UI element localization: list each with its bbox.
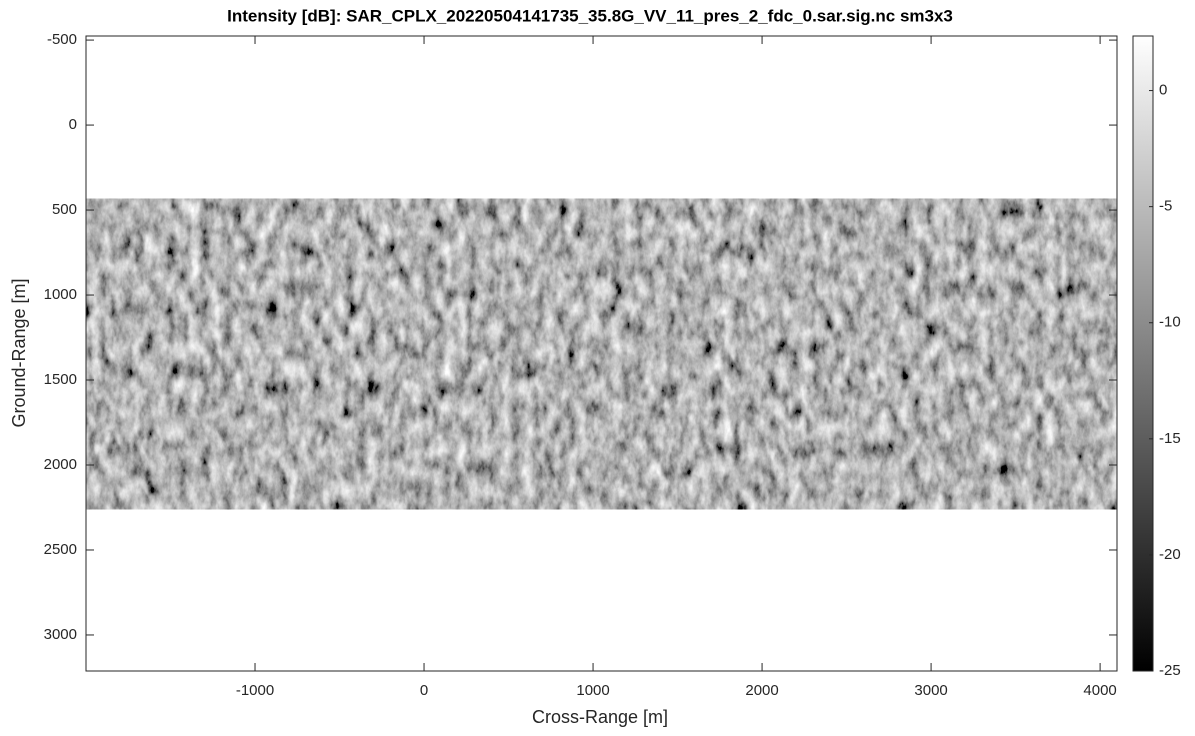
y-tick-label: -500: [47, 31, 77, 48]
axes-box: [85, 35, 1118, 672]
colorbar-tick-label: -25: [1159, 662, 1181, 679]
x-tick-label: 3000: [914, 682, 947, 699]
colorbar-tick-label: -5: [1159, 198, 1172, 215]
x-tick-label: 2000: [745, 682, 778, 699]
y-tick-label: 2000: [44, 456, 77, 473]
colorbar-tick-label: -20: [1159, 546, 1181, 563]
x-tick-label: 0: [420, 682, 428, 699]
colorbar-tick-label: 0: [1159, 82, 1167, 99]
colorbar: [1132, 35, 1154, 672]
y-axis-label: Ground-Range [m]: [9, 278, 29, 427]
y-tick-label: 1500: [44, 371, 77, 388]
y-tick-label: 3000: [44, 626, 77, 643]
colorbar-tick-label: -15: [1159, 430, 1181, 447]
chart-title: Intensity [dB]: SAR_CPLX_20220504141735_…: [227, 6, 953, 25]
x-tick-label: -1000: [236, 682, 274, 699]
x-axis-label: Cross-Range [m]: [532, 707, 668, 727]
sar-image: [86, 198, 1117, 510]
x-tick-label: 4000: [1083, 682, 1116, 699]
y-tick-label: 500: [52, 201, 77, 218]
y-tick-label: 2500: [44, 541, 77, 558]
y-tick-label: 1000: [44, 286, 77, 303]
y-tick-label: 0: [69, 116, 77, 133]
x-tick-label: 1000: [576, 682, 609, 699]
colorbar-tick-label: -10: [1159, 314, 1181, 331]
